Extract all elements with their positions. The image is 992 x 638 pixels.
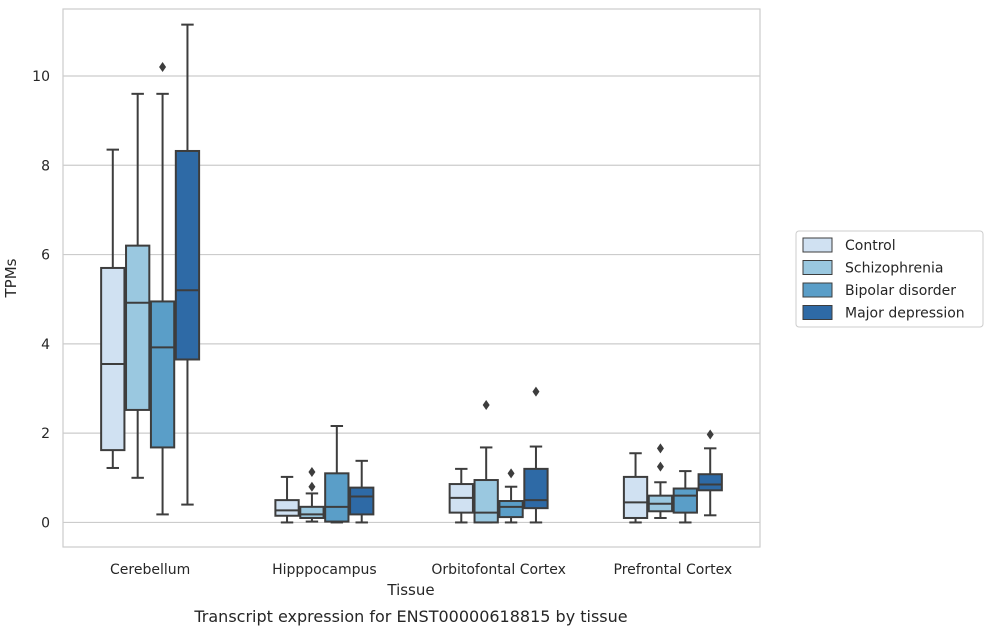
- box: [473, 479, 499, 524]
- x-tick-label: Hipppocampus: [272, 562, 377, 578]
- legend: Control Schizophrenia Bipolar disorder Majo…: [795, 230, 984, 328]
- box: [149, 300, 176, 449]
- legend-label: Control: [845, 238, 896, 254]
- legend-swatch: [802, 282, 833, 298]
- box: [299, 505, 325, 519]
- y-tick-label: 2: [41, 426, 50, 442]
- box: [274, 499, 300, 517]
- box: [349, 486, 375, 516]
- y-tick-label: 10: [32, 69, 50, 85]
- box-group: [622, 452, 649, 524]
- y-tick-label: 4: [41, 337, 50, 353]
- outlier-point: [656, 461, 664, 472]
- y-tick-label: 6: [41, 248, 50, 264]
- box-group: [448, 467, 474, 524]
- y-tick-label: 8: [41, 158, 50, 174]
- x-tick-labels: Cerebellum Hipppocampus Orbitofontal Corte…: [110, 562, 732, 578]
- box-group: [349, 459, 375, 524]
- x-tick-label: Orbitofontal Cortex: [431, 562, 566, 578]
- box-group: [647, 443, 674, 519]
- outlier-point: [532, 386, 540, 397]
- box: [697, 473, 723, 492]
- y-tick-labels: 0 2 4 6 8 10: [32, 69, 50, 531]
- outlier-point: [308, 481, 316, 492]
- box: [523, 467, 549, 510]
- x-tick-label: Prefrontal Cortex: [614, 562, 733, 578]
- box: [498, 500, 524, 519]
- chart-caption: Transcript expression for ENST0000061881…: [193, 607, 627, 626]
- box-group: [672, 470, 698, 524]
- box: [100, 266, 126, 452]
- box-group: [174, 23, 201, 506]
- box-group: [498, 468, 524, 524]
- legend-frame: [795, 230, 984, 328]
- box-group: [473, 400, 499, 524]
- box: [672, 487, 698, 514]
- legend-swatch: [802, 260, 833, 275]
- outlier-point: [159, 62, 167, 73]
- y-tick-label: 0: [41, 515, 50, 531]
- y-axis-title: TPMs: [2, 258, 20, 298]
- outlier-point: [482, 400, 490, 411]
- box-group: [299, 466, 325, 523]
- x-axis-title: Tissue: [386, 581, 434, 599]
- legend-label: Bipolar disorder: [845, 283, 956, 299]
- legend-label: Schizophrenia: [845, 261, 943, 277]
- outlier-point: [656, 443, 664, 454]
- plot-area: [62, 8, 761, 548]
- outlier-point: [308, 466, 316, 477]
- box-group: [697, 429, 723, 517]
- box-group: [274, 475, 300, 524]
- outlier-point: [507, 468, 515, 479]
- box: [174, 149, 201, 361]
- box-group: [523, 386, 549, 524]
- box: [622, 475, 649, 519]
- box-group: [324, 425, 350, 524]
- box: [125, 244, 151, 411]
- box-group: [149, 62, 176, 516]
- box-group: [100, 148, 126, 469]
- legend-swatch: [802, 305, 833, 320]
- box-series: [100, 23, 723, 524]
- outlier-point: [706, 429, 714, 440]
- legend-swatch: [802, 237, 833, 253]
- x-tick-label: Cerebellum: [110, 562, 190, 578]
- box: [324, 472, 350, 523]
- legend-label: Major depression: [845, 306, 965, 322]
- box-group: [125, 92, 151, 479]
